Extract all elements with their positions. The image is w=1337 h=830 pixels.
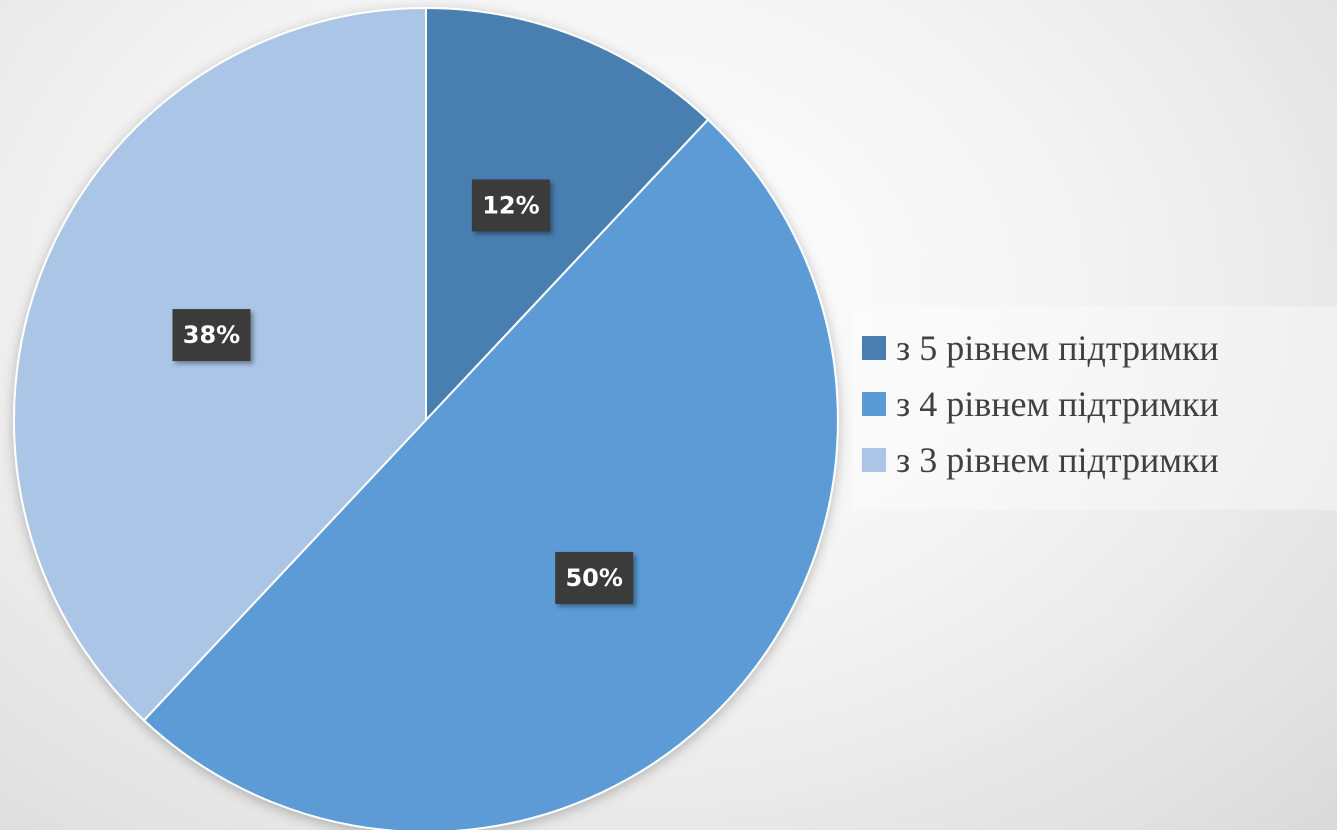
legend-swatch-level-3 (862, 448, 886, 472)
legend-swatch-level-4 (862, 392, 886, 416)
legend-item-level-5: з 5 рівнем підтримки (852, 320, 1337, 376)
legend-item-level-4: з 4 рівнем підтримки (852, 376, 1337, 432)
data-label-level-5: 12% (471, 179, 550, 232)
legend-label-level-4: з 4 рівнем підтримки (896, 384, 1219, 424)
data-label-level-4-box (555, 551, 634, 604)
legend-label-level-5: з 5 рівнем підтримки (896, 328, 1219, 368)
data-label-level-3: 38% (172, 309, 251, 362)
data-label-level-4: 50% (555, 551, 634, 604)
pie-slice-level-3 (13, 6, 427, 722)
legend-swatch-level-5 (862, 336, 886, 360)
data-label-level-3-box (172, 309, 251, 362)
pie-slice-level-5 (425, 6, 710, 423)
pie-data-labels: 12% 50% 38% (172, 179, 634, 604)
data-label-level-5-text: 12% (482, 191, 539, 219)
legend-label-level-3: з 3 рівнем підтримки (896, 440, 1219, 480)
data-label-level-4-text: 50% (565, 564, 622, 592)
legend-item-level-3: з 3 рівнем підтримки (852, 432, 1337, 488)
data-label-level-3-text: 38% (183, 321, 240, 349)
data-label-level-5-box (471, 179, 550, 232)
pie-slice-level-4 (142, 118, 839, 830)
pie-slices (13, 6, 839, 830)
chart-legend: з 5 рівнем підтримки з 4 рівнем підтримк… (852, 306, 1337, 510)
